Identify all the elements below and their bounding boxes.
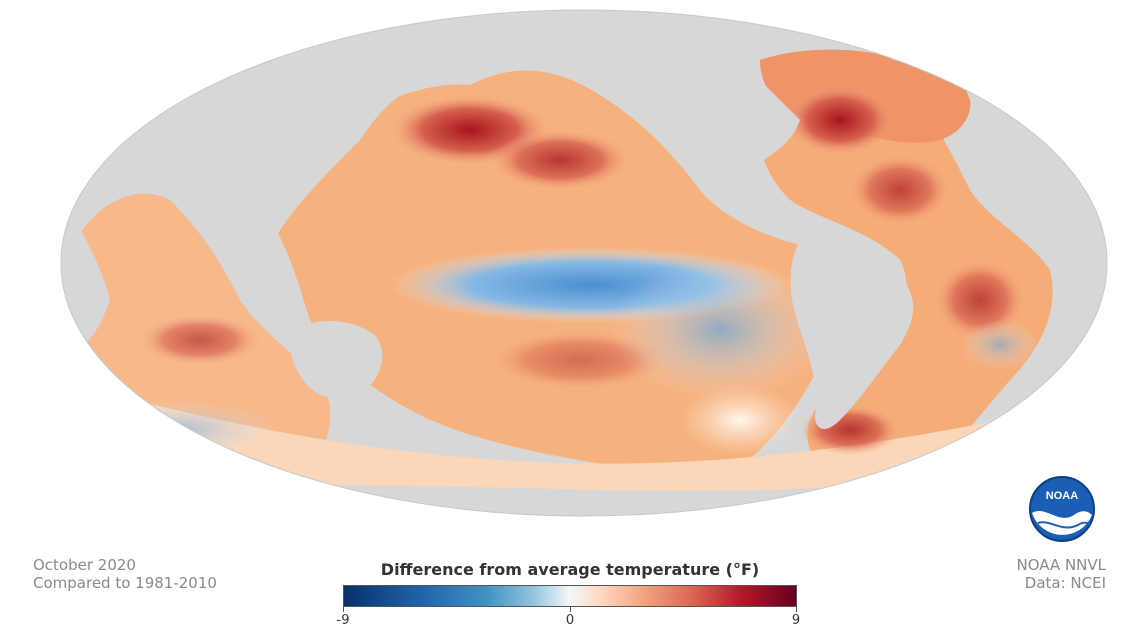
legend-max-label: 9 [791, 613, 801, 628]
baseline-label: Compared to 1981-2010 [33, 574, 217, 592]
date-label: October 2020 [33, 556, 136, 574]
legend-tick-max [796, 607, 797, 612]
legend-tick-mid [570, 607, 571, 612]
noaa-logo-icon: NOAA [1029, 476, 1095, 542]
legend-title: Difference from average temperature (°F) [380, 560, 760, 579]
world-map [60, 9, 1108, 517]
legend-min-label: -9 [336, 613, 350, 628]
color-legend: Difference from average temperature (°F)… [337, 560, 801, 629]
north-america [600, 10, 810, 247]
globe-outline [60, 9, 1108, 517]
credit-label: NOAA NNVL [1016, 556, 1106, 574]
legend-tick-min [343, 607, 344, 612]
africa [1020, 150, 1105, 300]
atlantic-ocean [759, 69, 1053, 481]
date-caption: October 2020 Compared to 1981-2010 [33, 556, 217, 592]
noaa-logo-text: NOAA [1046, 490, 1078, 502]
legend-mid-label: 0 [565, 613, 575, 628]
south-america [790, 239, 914, 430]
legend-ticks: -9 0 9 [337, 607, 801, 629]
source-caption: NOAA NNVL Data: NCEI [1016, 556, 1106, 592]
australia [290, 320, 383, 399]
data-source-label: Data: NCEI [1024, 574, 1106, 592]
legend-color-bar [343, 585, 797, 607]
